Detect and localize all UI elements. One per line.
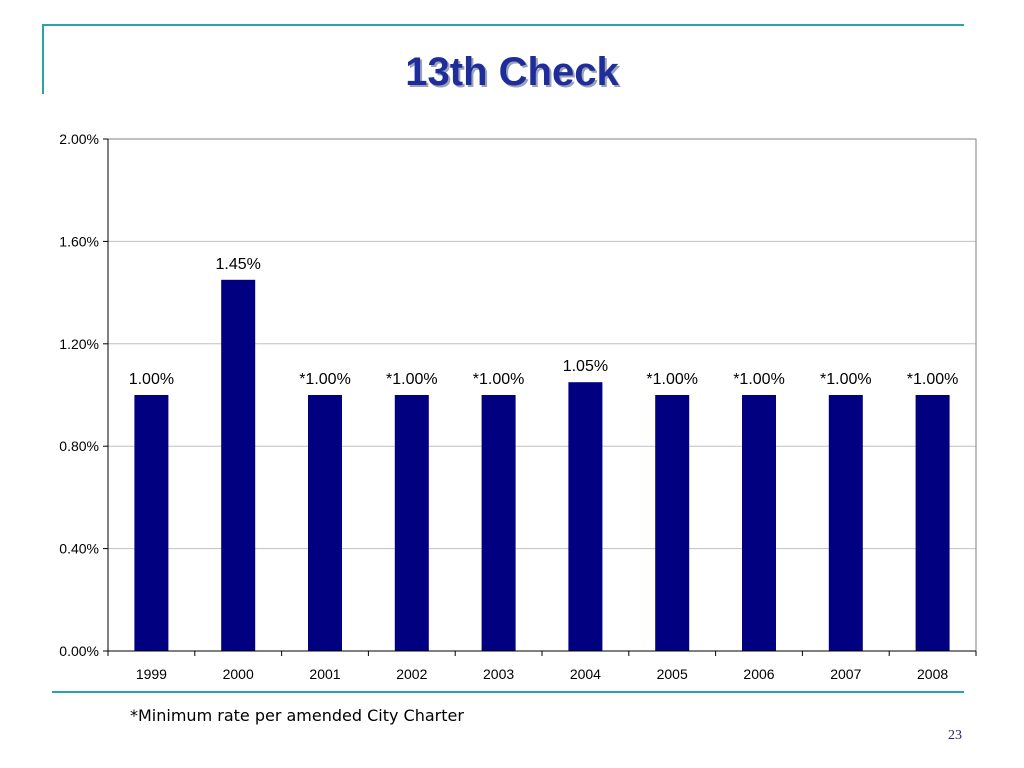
x-tick-label: 2001 bbox=[309, 666, 340, 682]
y-tick-label: 0.00% bbox=[59, 643, 99, 659]
data-label: *1.00% bbox=[646, 371, 698, 388]
data-label: *1.00% bbox=[473, 371, 525, 388]
y-tick-label: 0.40% bbox=[59, 541, 99, 557]
data-label: *1.00% bbox=[386, 371, 438, 388]
data-label: *1.00% bbox=[820, 371, 872, 388]
data-label: *1.00% bbox=[299, 371, 351, 388]
bar-2002 bbox=[394, 395, 429, 651]
x-tick-label: 2003 bbox=[483, 666, 514, 682]
x-tick-label: 2006 bbox=[743, 666, 774, 682]
x-tick-label: 2008 bbox=[917, 666, 948, 682]
y-tick-label: 0.80% bbox=[59, 438, 99, 454]
bar-2001 bbox=[308, 395, 342, 651]
bar-2008 bbox=[915, 395, 950, 651]
x-tick-label: 2005 bbox=[657, 666, 688, 682]
x-tick-label: 2004 bbox=[570, 666, 601, 682]
data-label: 1.45% bbox=[216, 256, 261, 273]
bar-1999 bbox=[134, 395, 169, 651]
data-label: 1.00% bbox=[129, 371, 174, 388]
bar-2000 bbox=[221, 279, 256, 651]
y-tick-label: 1.60% bbox=[59, 233, 99, 249]
bar-2006 bbox=[742, 395, 776, 651]
bar-2007 bbox=[828, 395, 863, 651]
page-number: 23 bbox=[948, 728, 962, 743]
slide-title: 13th Check bbox=[405, 50, 619, 94]
y-tick-label: 2.00% bbox=[59, 131, 99, 147]
footnote: *Minimum rate per amended City Charter bbox=[130, 706, 464, 725]
x-tick-label: 2002 bbox=[396, 666, 427, 682]
y-tick-label: 1.20% bbox=[59, 336, 99, 352]
x-tick-label: 2000 bbox=[223, 666, 254, 682]
bar-2003 bbox=[481, 395, 516, 651]
x-tick-label: 1999 bbox=[136, 666, 167, 682]
bar-2005 bbox=[655, 395, 690, 651]
bar-2004 bbox=[568, 382, 603, 651]
x-tick-label: 2007 bbox=[830, 666, 861, 682]
data-label: *1.00% bbox=[907, 371, 959, 388]
data-label: 1.05% bbox=[563, 358, 608, 375]
top-accent-line bbox=[42, 24, 964, 26]
data-label: *1.00% bbox=[733, 371, 785, 388]
bottom-accent-line bbox=[52, 691, 964, 693]
left-accent-line bbox=[42, 24, 44, 94]
